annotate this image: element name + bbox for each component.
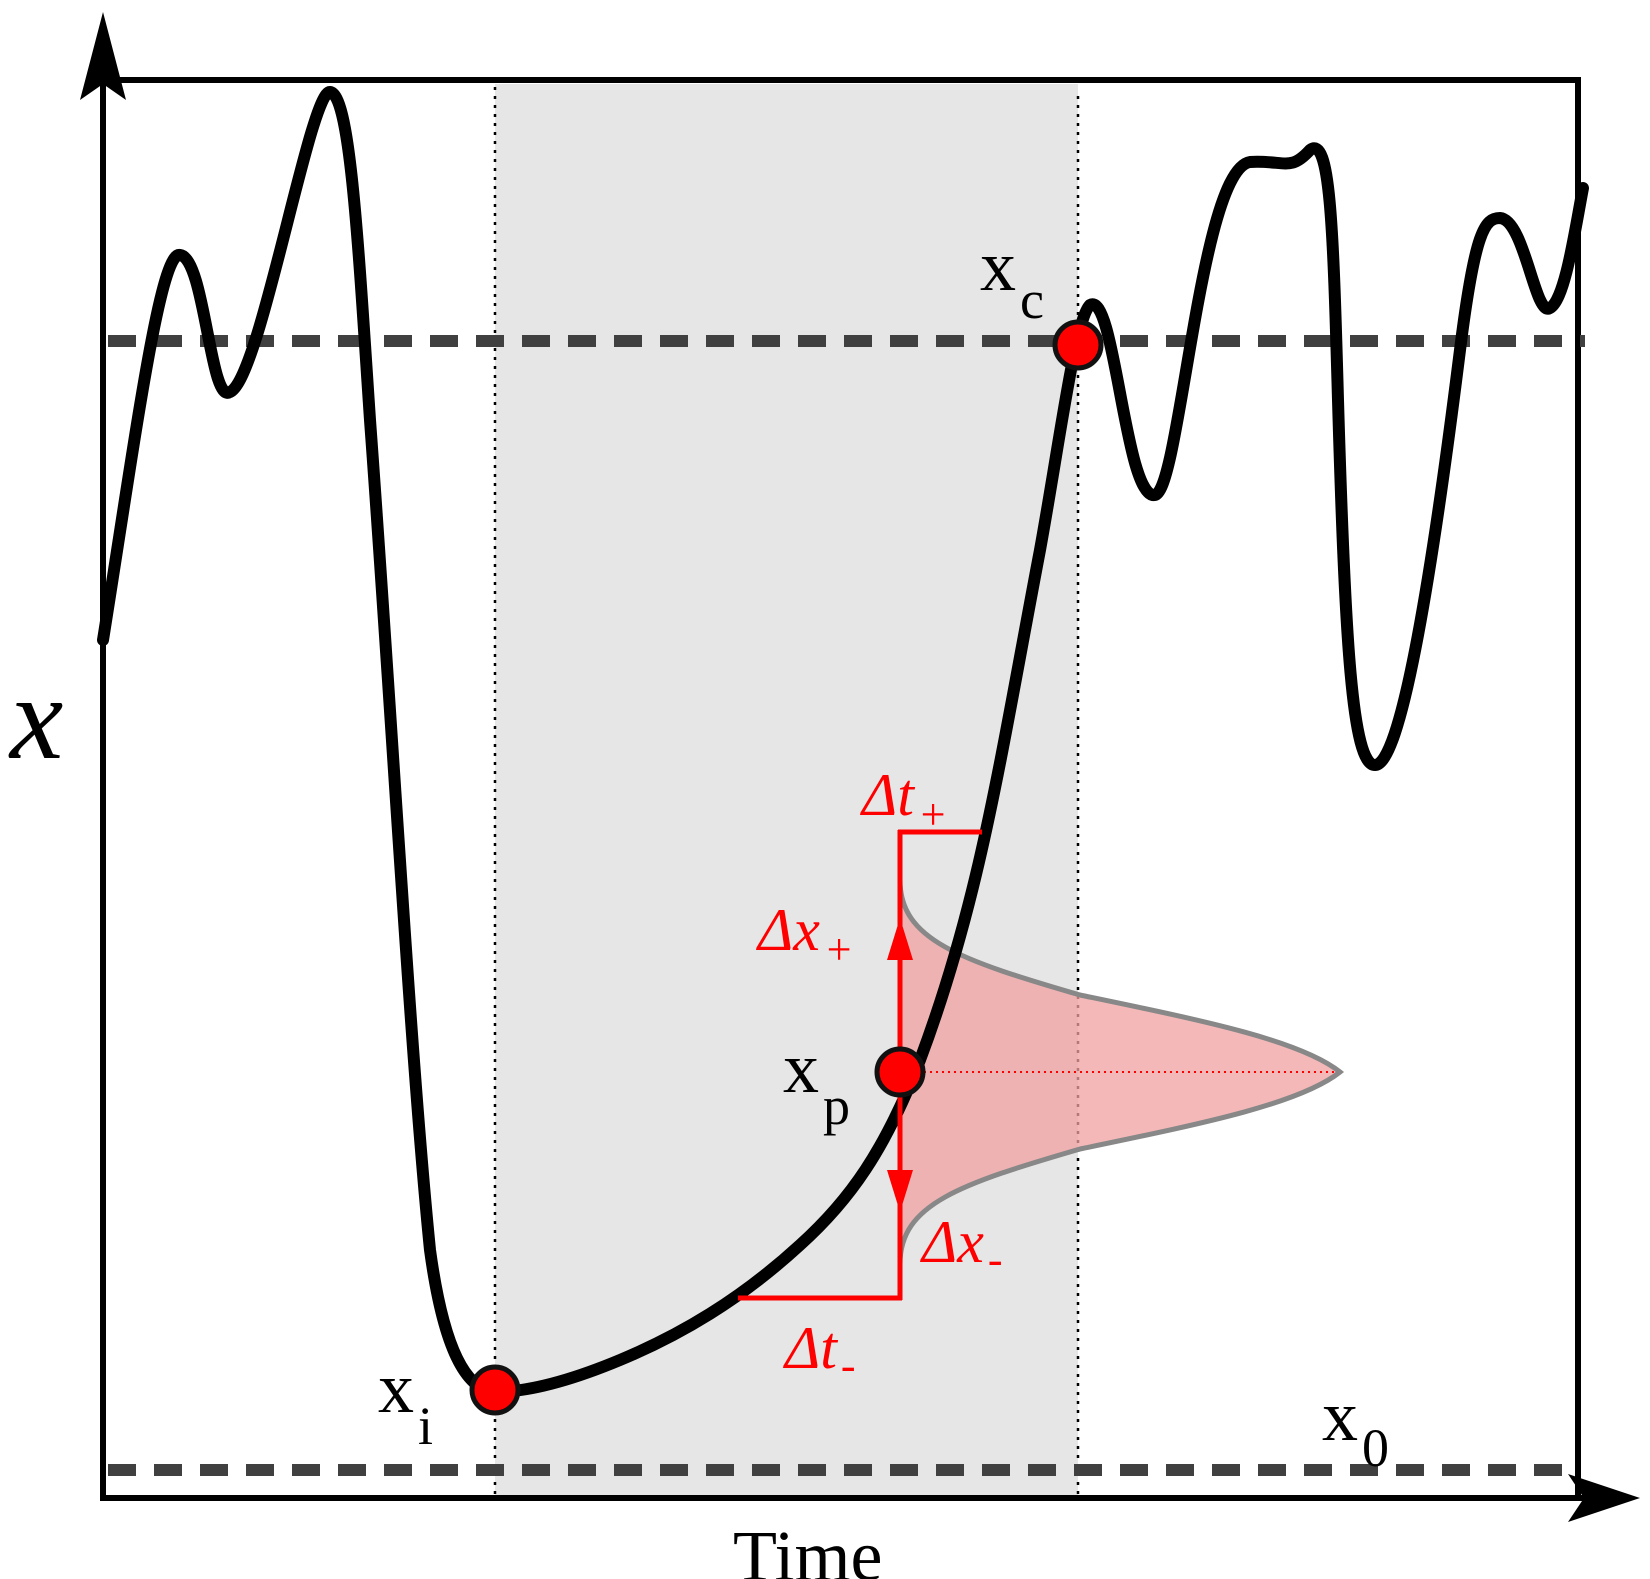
- label-crossing-point: xc: [980, 226, 1044, 330]
- label-baseline-level: x0: [1322, 1376, 1389, 1478]
- distribution-curve: [897, 830, 1345, 1300]
- point-crossing-marker: [1052, 319, 1104, 371]
- y-axis-label: x: [8, 651, 63, 784]
- x-axis-label: Time: [733, 1516, 882, 1579]
- point-current-marker: [874, 1046, 926, 1098]
- label-initial-point: xi: [378, 1348, 433, 1456]
- label-dt-minus: Δt-: [783, 1315, 856, 1390]
- label-current-point: xp: [783, 1028, 850, 1136]
- trajectory-curve: [97, 86, 1589, 1398]
- dx-plus-arrowhead: [887, 918, 913, 960]
- dx-minus-arrowhead: [887, 1170, 913, 1212]
- label-dx-plus: Δx+: [756, 897, 854, 974]
- x-axis-arrowhead: [1568, 1474, 1640, 1522]
- y-axis-arrowhead: [80, 12, 126, 100]
- point-initial-marker: [469, 1364, 521, 1416]
- label-dt-plus: Δt+: [860, 762, 948, 839]
- label-dx-minus: Δx-: [920, 1209, 1003, 1284]
